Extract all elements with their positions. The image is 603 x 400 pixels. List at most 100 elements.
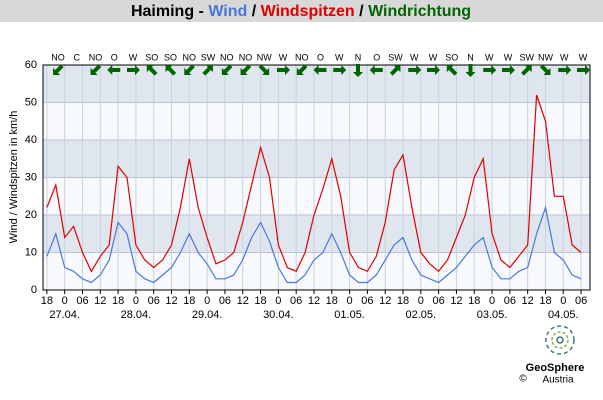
direction-label: O xyxy=(373,52,380,62)
y-tick-label: 0 xyxy=(31,284,37,296)
direction-arrow xyxy=(408,65,422,75)
title-wind: Wind xyxy=(208,3,247,20)
band xyxy=(43,215,590,253)
y-tick-label: 30 xyxy=(25,171,37,183)
direction-label: W xyxy=(485,52,494,62)
direction-label: O xyxy=(111,52,118,62)
x-tick-label: 18 xyxy=(112,295,124,307)
y-tick-label: 50 xyxy=(25,96,37,108)
title-sep: / xyxy=(359,3,364,20)
direction-arrow xyxy=(313,65,327,75)
y-tick-label: 40 xyxy=(25,134,37,146)
logo-name: GeoSphere xyxy=(526,362,585,374)
direction-label: SW xyxy=(388,52,403,62)
x-tick-label: 06 xyxy=(575,295,587,307)
direction-arrow xyxy=(146,65,158,76)
direction-label: W xyxy=(504,52,513,62)
direction-label: W xyxy=(429,52,438,62)
direction-arrow xyxy=(296,64,308,75)
title-sep: / xyxy=(252,3,257,20)
y-axis-label: Wind / Windspitzen in km/h xyxy=(8,111,20,244)
date-label: 28.04. xyxy=(121,309,152,321)
direction-arrow xyxy=(521,65,532,76)
x-tick-label: 06 xyxy=(148,295,160,307)
direction-label: W xyxy=(335,52,344,62)
direction-arrow xyxy=(558,65,572,75)
logo-sub: Austria xyxy=(542,375,574,386)
chart-title: Haiming - Wind / Windspitzen / Windricht… xyxy=(131,3,471,20)
direction-label: SW xyxy=(520,52,535,62)
direction-arrow xyxy=(53,64,64,75)
series-line xyxy=(46,94,582,273)
direction-arrow xyxy=(202,65,213,76)
direction-arrow xyxy=(539,64,551,75)
date-label: 29.04. xyxy=(192,309,223,321)
direction-arrow xyxy=(465,64,476,77)
date-label: 02.05. xyxy=(406,309,437,321)
date-label: 01.05. xyxy=(334,309,365,321)
direction-label: O xyxy=(317,52,324,62)
direction-label: NO xyxy=(183,52,197,62)
direction-arrow xyxy=(427,65,440,75)
x-tick-label: 18 xyxy=(254,295,266,307)
x-tick-label: 12 xyxy=(94,295,106,307)
y-tick-label: 60 xyxy=(25,59,37,71)
direction-arrow xyxy=(333,65,347,75)
direction-arrow xyxy=(577,65,590,75)
x-tick-label: 0 xyxy=(62,295,68,307)
logo: GeoSphere Austria © xyxy=(519,325,585,386)
x-tick-label: 18 xyxy=(183,295,195,307)
direction-arrow xyxy=(369,65,383,75)
title-direction: Windrichtung xyxy=(368,3,471,20)
x-tick-label: 06 xyxy=(76,295,88,307)
x-tick-label: 0 xyxy=(560,295,566,307)
direction-arrow xyxy=(502,65,515,75)
direction-label: NO xyxy=(220,52,234,62)
direction-label: NO xyxy=(239,52,253,62)
plot-frame xyxy=(42,64,591,291)
date-label: 04.05. xyxy=(548,309,579,321)
direction-arrow xyxy=(240,64,252,75)
direction-label: SO xyxy=(164,52,177,62)
direction-label: SW xyxy=(201,52,216,62)
date-label: 03.05. xyxy=(477,309,508,321)
x-tick-label: 0 xyxy=(133,295,139,307)
direction-label: NW xyxy=(257,52,272,62)
direction-label: NO xyxy=(89,52,103,62)
title-bar xyxy=(0,0,603,22)
direction-label: N xyxy=(355,52,362,62)
x-tick-label: 0 xyxy=(418,295,424,307)
y-tick-label: 20 xyxy=(25,209,37,221)
x-tick-label: 06 xyxy=(219,295,231,307)
direction-label: C xyxy=(74,52,81,62)
direction-arrow xyxy=(353,64,363,77)
direction-arrow xyxy=(389,65,401,76)
direction-arrow xyxy=(483,65,497,75)
direction-label: W xyxy=(410,52,419,62)
x-tick-label: 18 xyxy=(397,295,409,307)
x-tick-label: 18 xyxy=(539,295,551,307)
direction-label: W xyxy=(279,52,288,62)
x-tick-label: 12 xyxy=(165,295,177,307)
copyright: © xyxy=(519,374,527,385)
x-tick-label: 0 xyxy=(489,295,495,307)
direction-arrow xyxy=(277,65,290,75)
x-tick-label: 18 xyxy=(326,295,338,307)
direction-arrow xyxy=(258,64,270,75)
direction-arrow xyxy=(90,64,102,75)
x-tick-label: 06 xyxy=(433,295,445,307)
title-prefix: Haiming - xyxy=(131,3,204,20)
direction-label: W xyxy=(579,52,588,62)
direction-arrow xyxy=(107,65,121,75)
x-tick-label: 06 xyxy=(361,295,373,307)
title-gust: Windspitzen xyxy=(261,3,355,20)
x-tick-label: 18 xyxy=(468,295,480,307)
x-tick-label: 0 xyxy=(204,295,210,307)
x-tick-label: 0 xyxy=(275,295,281,307)
x-tick-label: 12 xyxy=(237,295,249,307)
direction-label: N xyxy=(467,52,474,62)
x-tick-label: 12 xyxy=(522,295,534,307)
logo-icon xyxy=(545,325,575,355)
x-tick-label: 06 xyxy=(290,295,302,307)
